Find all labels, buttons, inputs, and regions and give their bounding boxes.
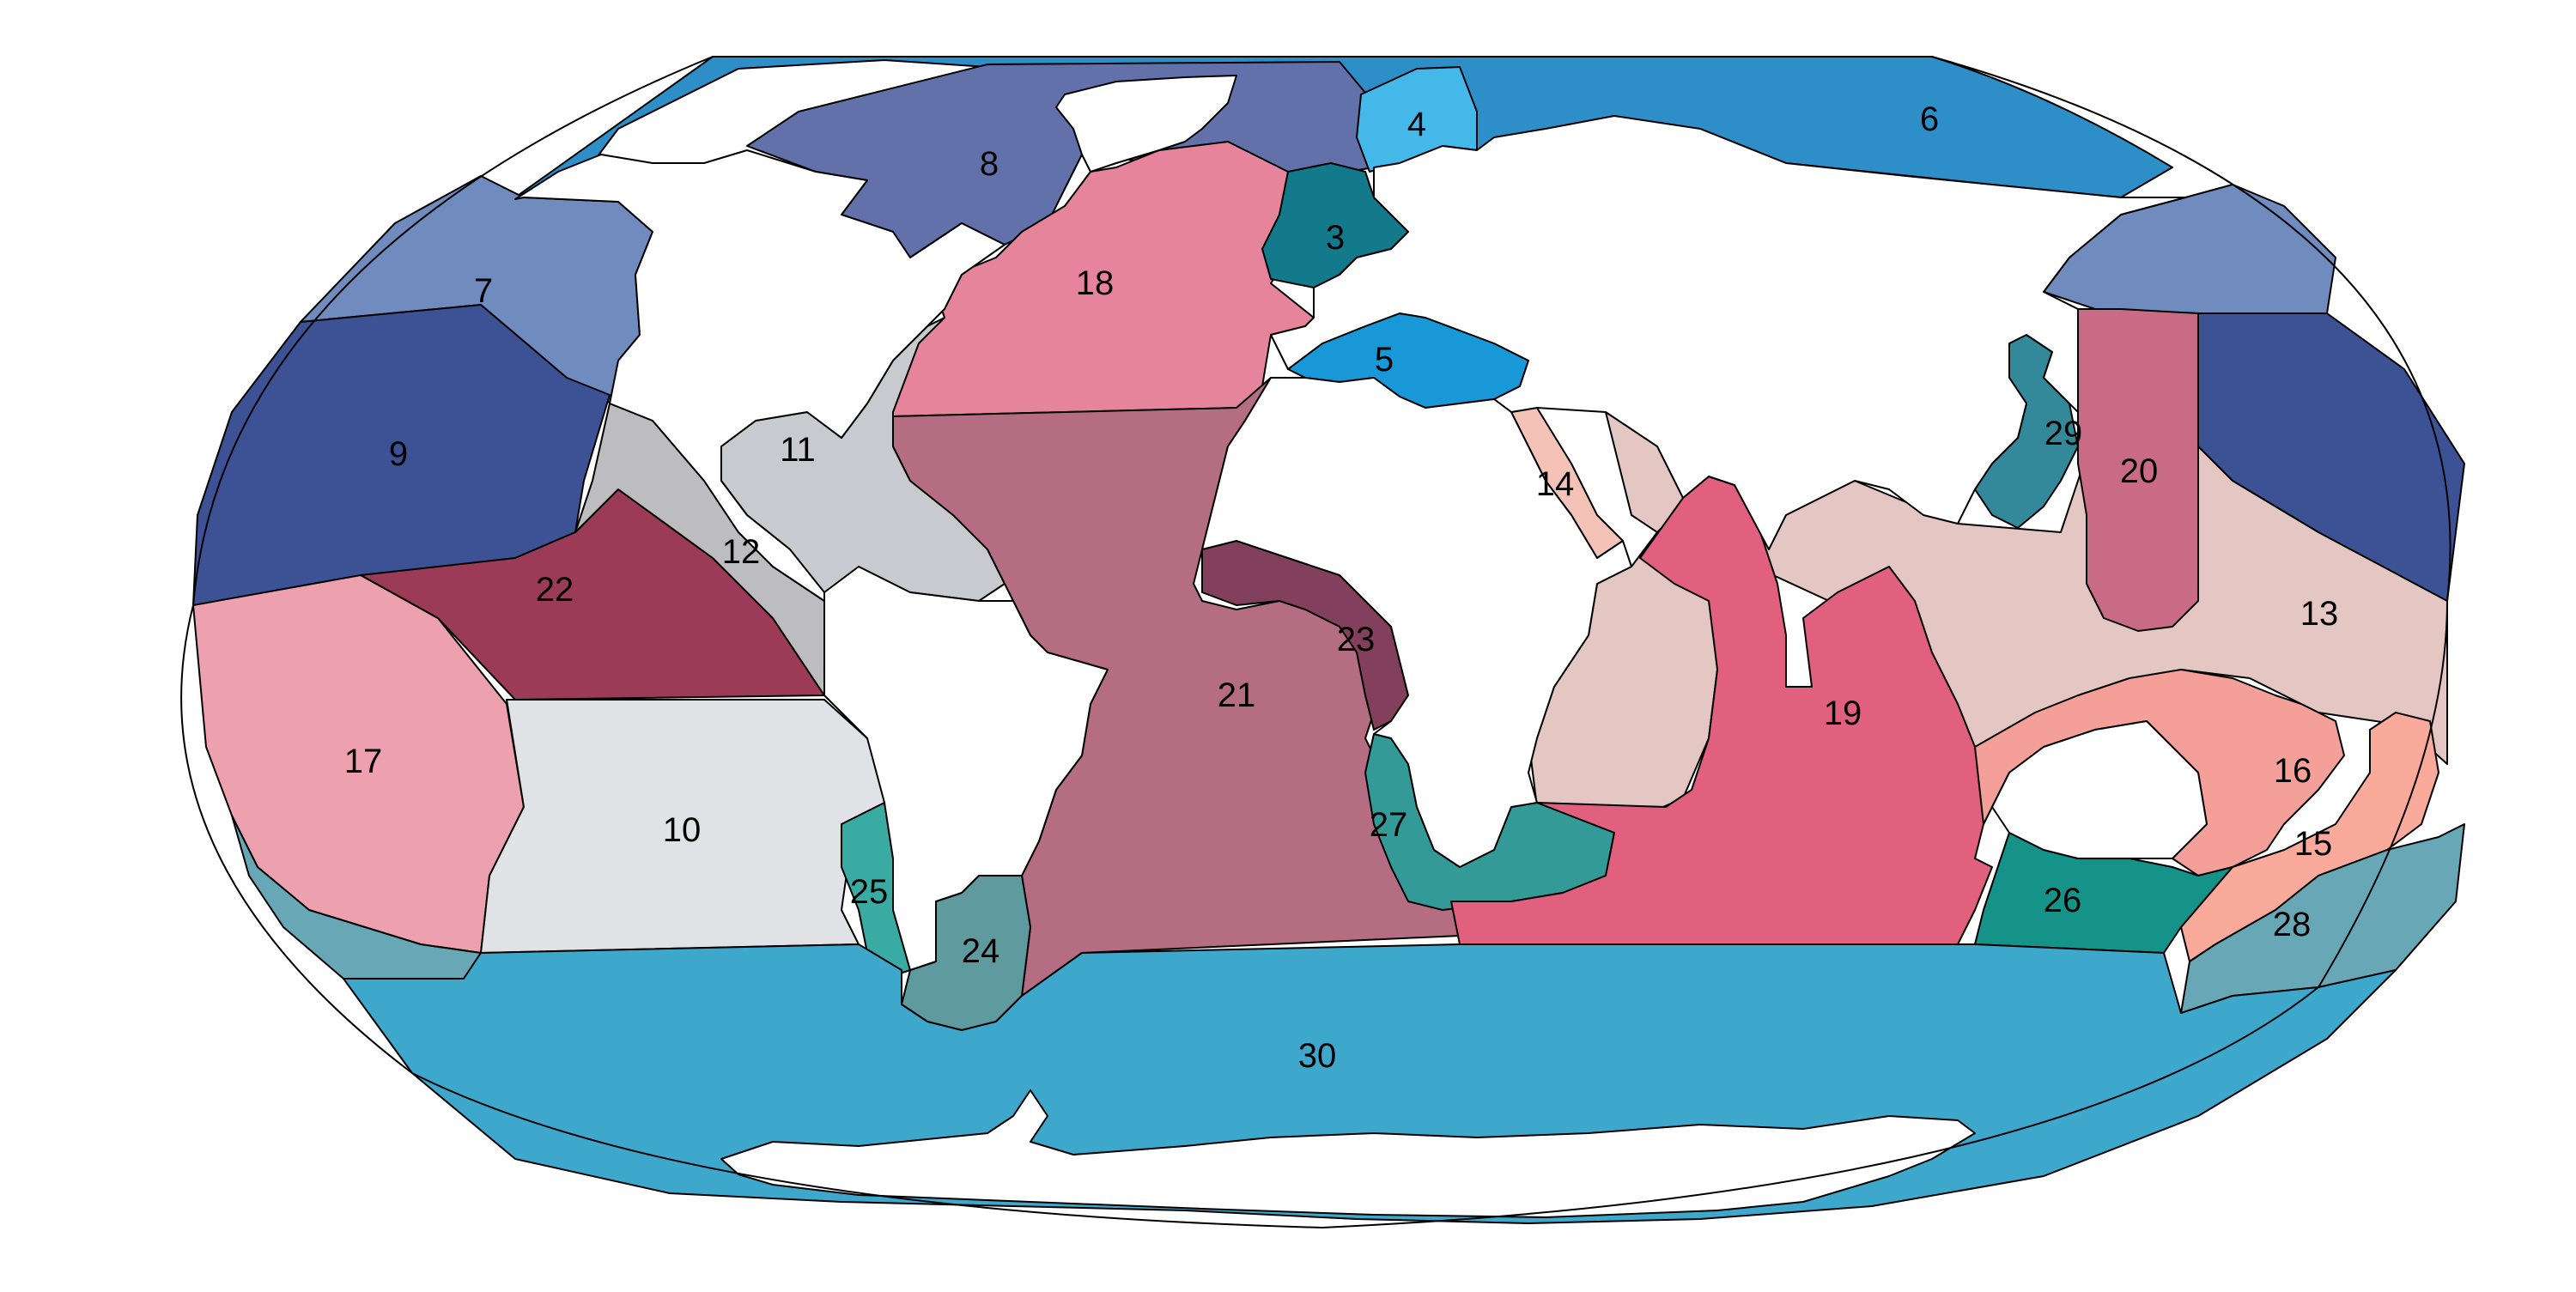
- australia: [1991, 720, 2208, 859]
- north-america: [514, 149, 1005, 619]
- region-label-11: 11: [780, 431, 816, 469]
- region-label-5: 5: [1375, 341, 1394, 379]
- greenland: [1055, 75, 1237, 173]
- region-label-24: 24: [962, 932, 1000, 970]
- region-label-26: 26: [2044, 882, 2082, 919]
- region-label-7: 7: [474, 272, 493, 310]
- region-label-12: 12: [722, 533, 761, 571]
- region-label-6: 6: [1920, 100, 1939, 138]
- region-label-30: 30: [1298, 1037, 1337, 1075]
- region-label-21: 21: [1218, 676, 1256, 714]
- south-america: [823, 566, 1109, 971]
- region-label-13: 13: [2300, 595, 2339, 633]
- region-label-4: 4: [1407, 106, 1426, 143]
- region-20-kuroshio[interactable]: [2077, 308, 2199, 632]
- region-label-3: 3: [1326, 219, 1345, 257]
- region-label-29: 29: [2044, 415, 2083, 452]
- region-label-25: 25: [850, 873, 889, 911]
- region-label-20: 20: [2120, 452, 2159, 490]
- region-label-17: 17: [344, 743, 383, 780]
- region-label-28: 28: [2273, 906, 2312, 943]
- region-label-8: 8: [980, 145, 999, 183]
- africa: [1201, 377, 1632, 868]
- antarctica: [720, 1089, 1976, 1218]
- region-label-22: 22: [536, 571, 574, 609]
- region-label-23: 23: [1337, 621, 1376, 658]
- region-label-19: 19: [1824, 695, 1862, 732]
- region-19-indian-ocean[interactable]: [1450, 476, 2002, 945]
- region-label-15: 15: [2294, 825, 2333, 863]
- region-label-10: 10: [663, 811, 702, 849]
- region-label-18: 18: [1076, 264, 1115, 302]
- eurasia: [1270, 115, 2186, 550]
- region-label-16: 16: [2274, 752, 2312, 790]
- region-label-9: 9: [389, 435, 408, 473]
- region-label-14: 14: [1536, 465, 1575, 503]
- region-label-27: 27: [1370, 806, 1408, 844]
- globe-outline: [180, 56, 2451, 1229]
